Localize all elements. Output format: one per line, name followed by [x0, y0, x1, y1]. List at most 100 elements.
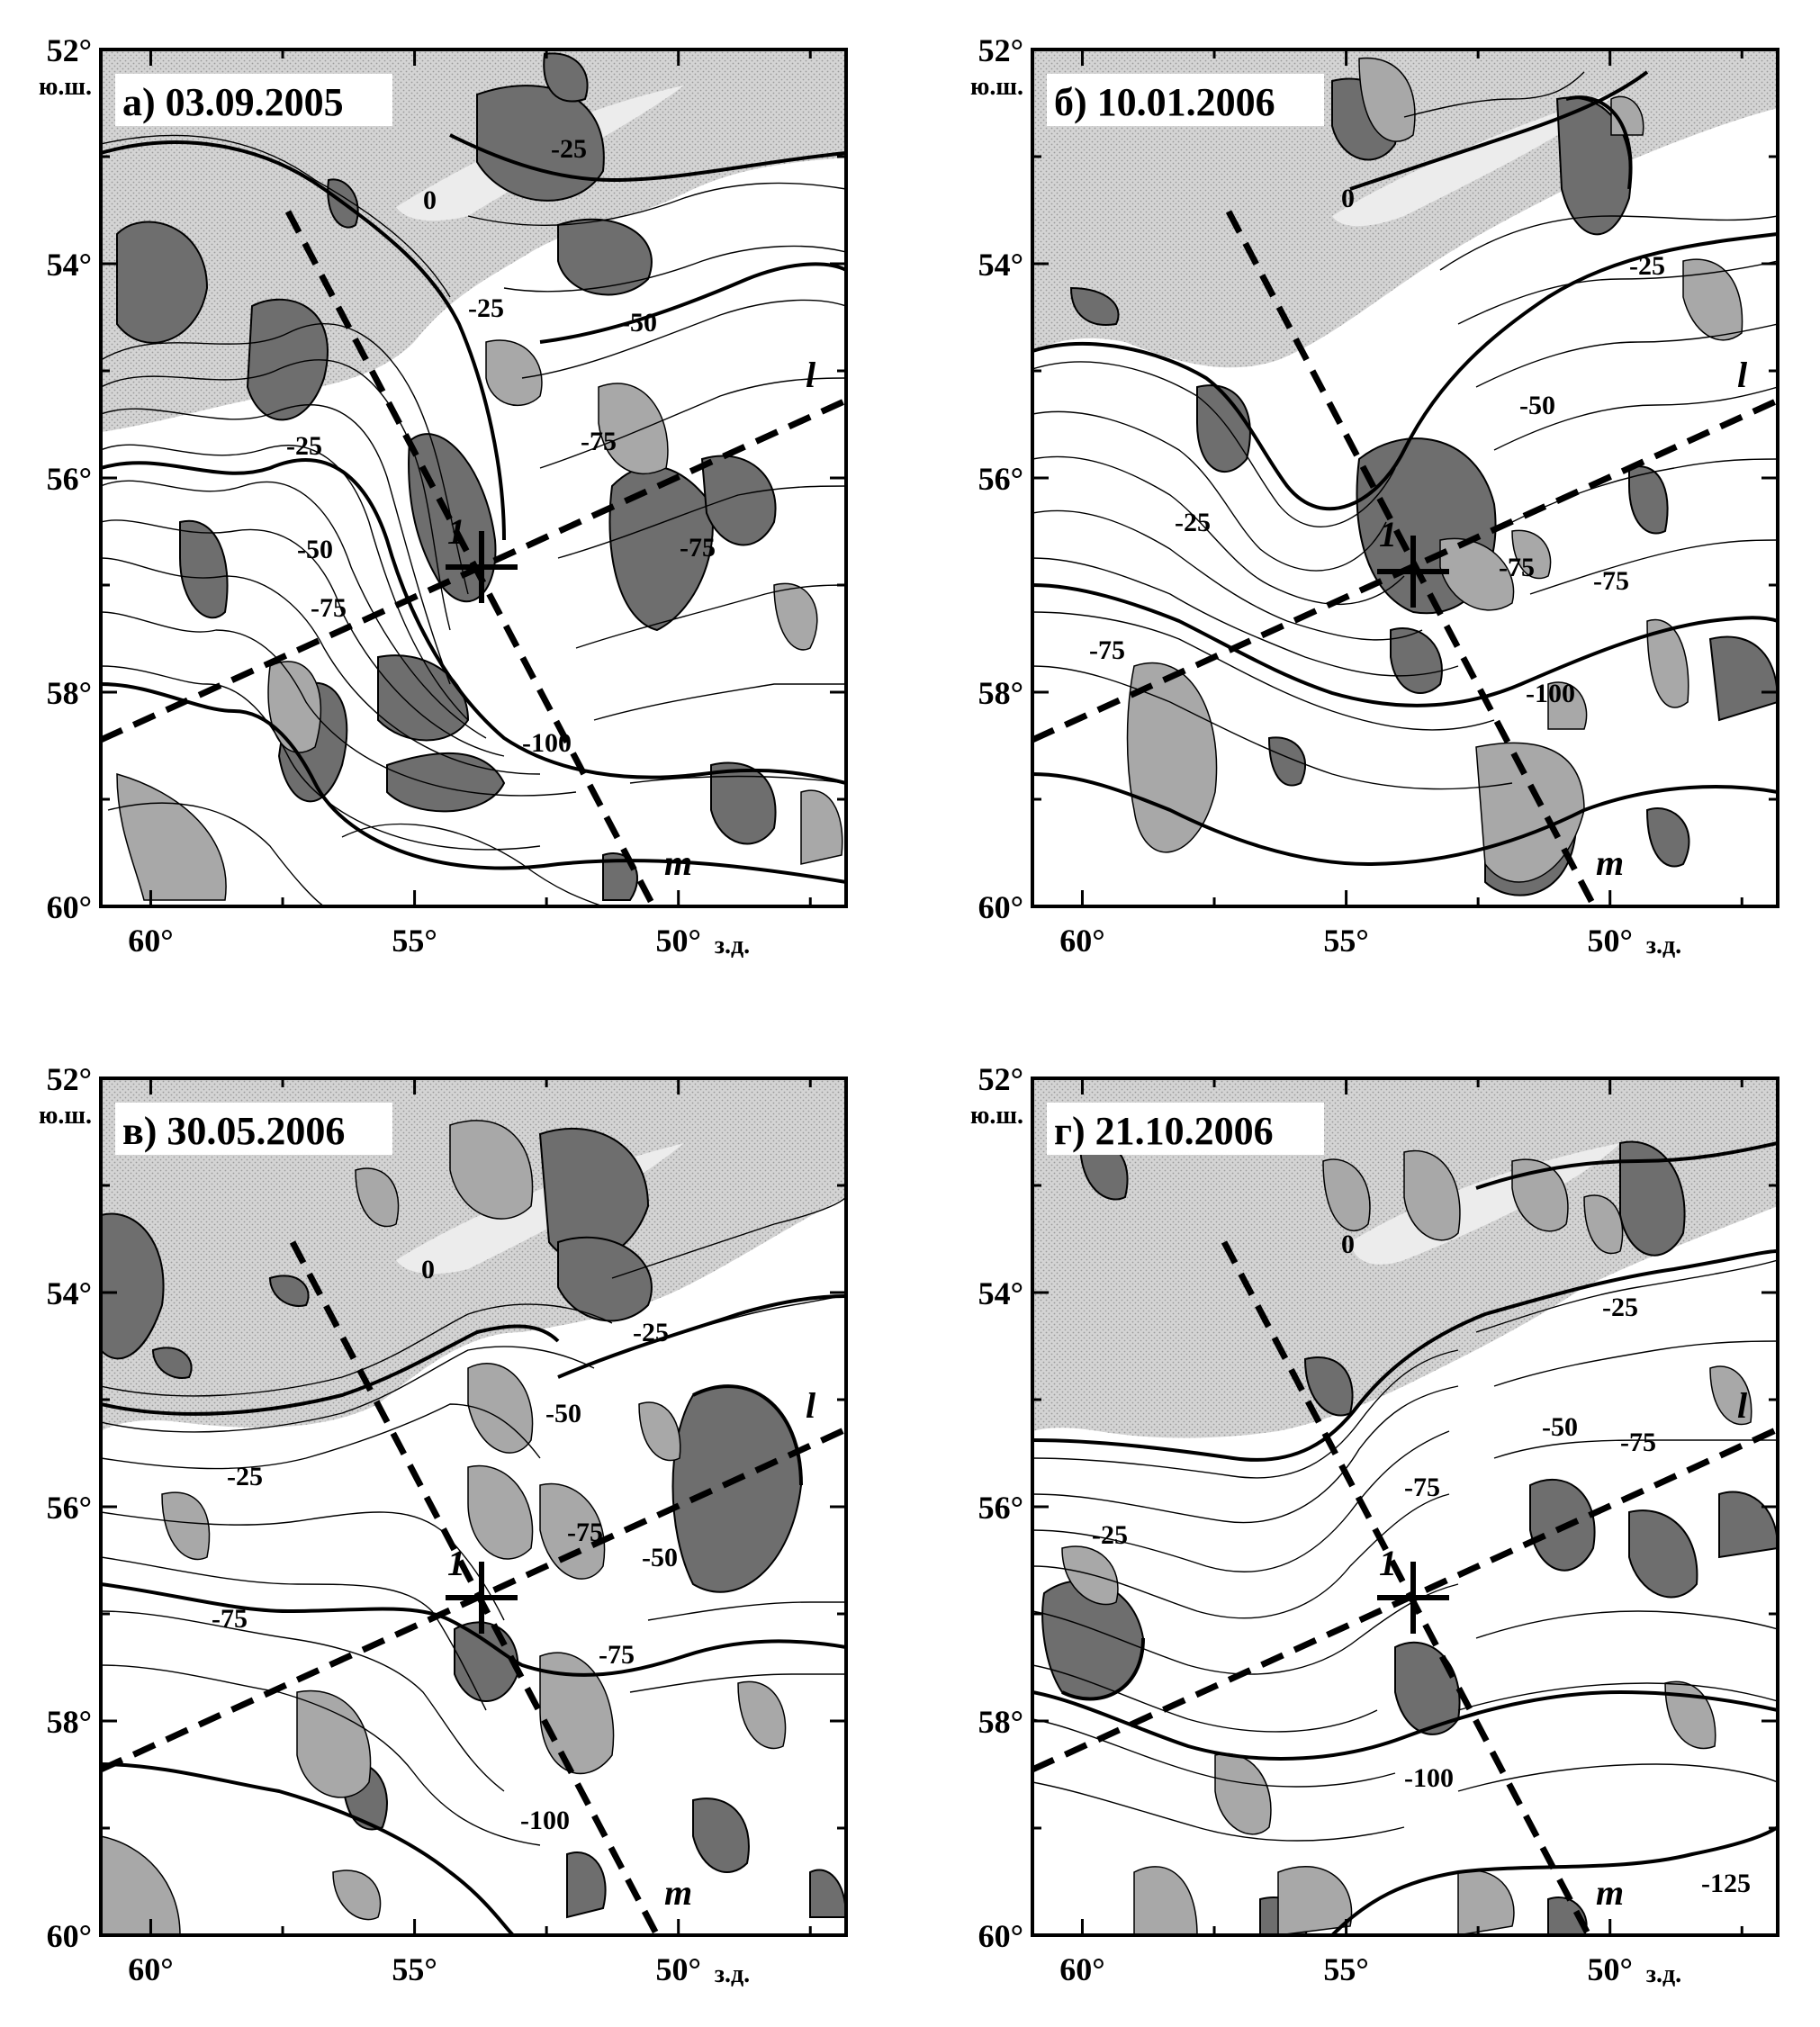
contour-label: -25 [1175, 508, 1211, 537]
lat-unit-label: ю.ш. [39, 73, 92, 101]
panel-d-mid-patches [1061, 1149, 1752, 1935]
panel-b-section-label-m: m [1596, 842, 1624, 883]
lat-tick-label: 54° [978, 247, 1023, 283]
lat-unit-label: ю.ш. [970, 73, 1023, 101]
panel-d: 0 -25 -50 -25 -75 -75 -100 -125 1 l m г)… [1031, 1077, 1779, 1937]
contour-label: -50 [1519, 391, 1555, 420]
lat-unit-label: ю.ш. [39, 1102, 92, 1130]
panel-b-title: б) 10.01.2006 [1054, 80, 1275, 124]
lat-tick-label: 52° [47, 32, 92, 68]
panel-b-bold-contours [1032, 70, 1778, 867]
lon-tick-label: 60° [128, 1951, 173, 1987]
lon-unit-label: з.д. [1646, 1960, 1681, 1988]
contour-label: -100 [1404, 1763, 1454, 1793]
panel-a-contours [101, 134, 846, 906]
contour-label: -75 [212, 1604, 248, 1634]
panel-a-map: -25 0 -25 -50 -25 -50 -75 -75 -75 -100 1… [101, 50, 846, 906]
lat-tick-label: 60° [47, 889, 92, 925]
panel-d-title: г) 21.10.2006 [1054, 1109, 1274, 1153]
panel-a-section-label-l: l [806, 355, 816, 395]
lat-tick-label: 54° [47, 247, 92, 283]
lat-tick-label: 60° [978, 1918, 1023, 1954]
lat-tick-label: 60° [978, 889, 1023, 925]
panel-a-title-box [115, 74, 392, 126]
panel-b-mid-patches [1126, 57, 1743, 883]
panel-d-point-marker [1377, 1562, 1449, 1634]
lat-tick-label: 60° [47, 1918, 92, 1954]
panel-d-section-label-l: l [1737, 1385, 1748, 1426]
panel-c: 0 -25 -50 -25 -75 -75 -75 -50 -100 1 l m… [99, 1077, 848, 1937]
contour-label: 0 [421, 1255, 435, 1284]
panel-a-section-label-m: m [664, 842, 692, 883]
panel-c-point-marker [446, 1562, 518, 1634]
panel-a-title: а) 03.09.2005 [122, 80, 344, 124]
lat-tick-label: 56° [978, 1490, 1023, 1526]
lon-tick-label: 50° [655, 1951, 700, 1987]
panel-c-contours [101, 1196, 846, 1846]
contour-label: -25 [286, 431, 322, 461]
contour-label: -50 [297, 535, 333, 564]
contour-label: -25 [551, 134, 587, 164]
lon-tick-label: 60° [128, 923, 173, 959]
panel-a-mid-patches [116, 339, 843, 901]
contour-label: -25 [1602, 1293, 1638, 1322]
lat-unit-label: ю.ш. [970, 1102, 1023, 1130]
lon-tick-label: 55° [1323, 1951, 1368, 1987]
lat-tick-label: 54° [978, 1275, 1023, 1311]
contour-label: -50 [1542, 1412, 1578, 1442]
panel-c-mid-patches [101, 1120, 787, 1935]
panel-c-title: в) 30.05.2006 [122, 1109, 345, 1153]
lon-tick-label: 60° [1059, 1951, 1104, 1987]
panel-b-section-label-l: l [1737, 355, 1748, 395]
contour-label: 0 [1341, 184, 1355, 213]
axes-layer: 52° 54° 56° 58° 60° ю.ш. 60° 55° 50° з.д. 52° 54° 56… [39, 32, 1778, 1988]
contour-label: 0 [423, 185, 437, 215]
lat-tick-label: 58° [978, 1704, 1023, 1740]
contour-label: -75 [599, 1640, 635, 1670]
lon-unit-label: з.д. [715, 1960, 750, 1988]
panel-d-contour-labels: 0 -25 -50 -25 -75 -75 -100 -125 [1092, 1230, 1751, 1898]
lat-tick-label: 56° [978, 461, 1023, 497]
panel-a-contour-labels: -25 0 -25 -50 -25 -50 -75 -75 -75 -100 [286, 134, 716, 758]
panel-a-point-marker [446, 531, 518, 603]
lon-tick-label: 55° [392, 923, 437, 959]
contour-label: -50 [545, 1399, 581, 1428]
panel-b: 0 -25 -50 -25 -75 -75 -75 -100 1 l m б) … [1031, 48, 1779, 908]
panel-d-contours [1032, 1259, 1778, 1842]
panel-a-dark-patches [116, 52, 777, 901]
contour-label: -25 [227, 1462, 263, 1491]
contour-label: -75 [1499, 553, 1535, 582]
panel-c-section-label-l: l [806, 1385, 816, 1426]
lon-tick-label: 50° [655, 923, 700, 959]
panel-d-dark-patches [1041, 1140, 1778, 1935]
panel-c-bold-contours [101, 1294, 846, 1935]
contour-label: -125 [1701, 1869, 1751, 1898]
contour-label: -25 [1092, 1520, 1128, 1550]
panel-c-title-box [115, 1103, 392, 1155]
panel-b-point-marker [1377, 536, 1449, 608]
lon-tick-label: 55° [1323, 923, 1368, 959]
panel-d-section-m [1221, 1240, 1592, 1935]
contour-label: -75 [1404, 1473, 1440, 1502]
panel-a-bold-contours [101, 133, 846, 884]
lat-tick-label: 54° [47, 1275, 92, 1311]
contour-label: -25 [633, 1318, 669, 1347]
contour-label: -75 [1089, 635, 1125, 665]
contour-label: -75 [311, 593, 347, 623]
panel-a-point-label: 1 [447, 511, 465, 552]
contour-label: -75 [680, 533, 716, 563]
panel-d-section-label-m: m [1596, 1872, 1624, 1913]
lon-unit-label: з.д. [715, 932, 750, 959]
panel-a-section-m [284, 210, 656, 906]
lon-unit-label: з.д. [1646, 932, 1681, 959]
panel-b-title-box [1047, 74, 1324, 126]
panel-d-point-label: 1 [1379, 1543, 1397, 1583]
panel-c-map: 0 -25 -50 -25 -75 -75 -75 -50 -100 1 l m [101, 1078, 846, 1935]
panel-b-contour-labels: 0 -25 -50 -25 -75 -75 -75 -100 [1089, 184, 1665, 708]
panel-b-contours [1032, 71, 1778, 790]
panel-d-title-box [1047, 1103, 1324, 1155]
lat-tick-label: 56° [47, 1490, 92, 1526]
panel-b-section-m [1225, 210, 1597, 906]
